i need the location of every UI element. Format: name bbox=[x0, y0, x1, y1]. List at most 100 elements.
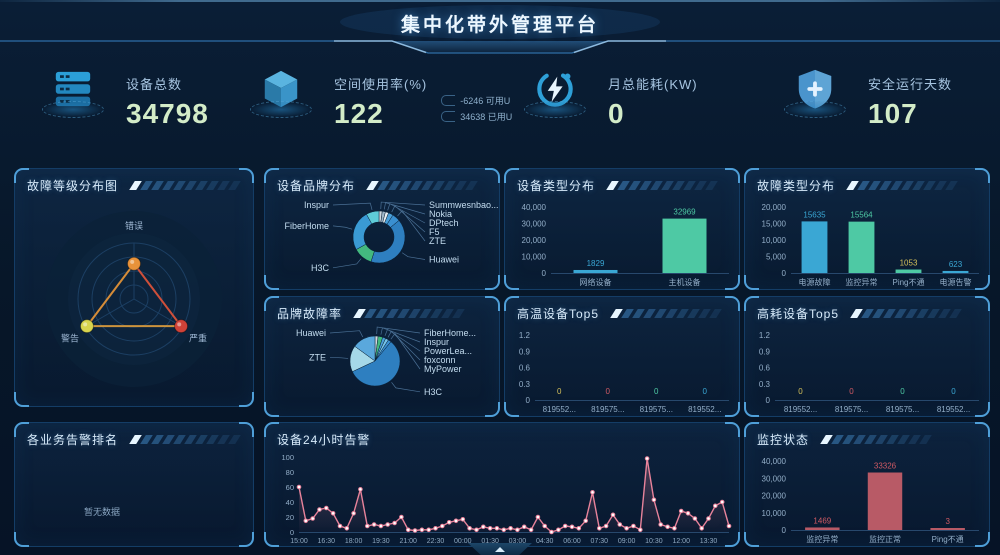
svg-text:0.3: 0.3 bbox=[519, 380, 531, 389]
energy-icon bbox=[520, 68, 590, 118]
stripes-decoration bbox=[353, 308, 487, 318]
svg-text:网络设备: 网络设备 bbox=[580, 277, 612, 287]
svg-text:foxconn: foxconn bbox=[424, 355, 456, 365]
svg-text:0: 0 bbox=[542, 269, 547, 278]
bracket-icon bbox=[441, 95, 456, 106]
svg-text:100: 100 bbox=[281, 453, 294, 462]
svg-text:09:00: 09:00 bbox=[618, 538, 636, 545]
svg-text:18:00: 18:00 bbox=[345, 538, 363, 545]
svg-text:15564: 15564 bbox=[850, 211, 873, 220]
svg-text:04:30: 04:30 bbox=[536, 538, 554, 545]
panel-fault-level: 故障等级分布图 错误 警告 严重 bbox=[14, 168, 254, 407]
brand-distribution-donut-chart: Summwesnbao... Nokia DPtech F5 ZTE Huawei H3C F… bbox=[265, 195, 499, 289]
svg-text:0: 0 bbox=[703, 387, 708, 396]
svg-text:03:00: 03:00 bbox=[509, 538, 527, 545]
svg-text:0: 0 bbox=[900, 387, 905, 396]
svg-text:20,000: 20,000 bbox=[762, 492, 787, 501]
svg-text:0: 0 bbox=[606, 387, 611, 396]
svg-text:623: 623 bbox=[949, 260, 963, 269]
svg-text:819575...: 819575... bbox=[835, 405, 868, 414]
svg-text:0.9: 0.9 bbox=[759, 347, 771, 356]
svg-text:06:00: 06:00 bbox=[563, 538, 581, 545]
svg-text:10,000: 10,000 bbox=[762, 509, 787, 518]
panel-title: 高耗设备Top5 bbox=[757, 306, 840, 321]
stripes-decoration bbox=[850, 308, 977, 318]
svg-text:15,000: 15,000 bbox=[762, 220, 787, 229]
svg-text:Ping不通: Ping不通 bbox=[932, 534, 964, 544]
svg-text:30,000: 30,000 bbox=[522, 220, 547, 229]
svg-text:ZTE: ZTE bbox=[429, 236, 446, 246]
svg-text:监控异常: 监控异常 bbox=[846, 277, 878, 287]
panel-device-type: 设备类型分布 0 10,000 20,000 30,000 40,000 1829 网络设备… bbox=[504, 168, 740, 290]
panel-title: 设备品牌分布 bbox=[277, 178, 356, 193]
svg-text:10:30: 10:30 bbox=[645, 538, 663, 545]
svg-text:MyPower: MyPower bbox=[424, 364, 462, 374]
svg-text:40,000: 40,000 bbox=[762, 457, 787, 466]
svg-text:电源告警: 电源告警 bbox=[940, 277, 972, 287]
svg-text:819552...: 819552... bbox=[784, 405, 817, 414]
kpi-value: 107 bbox=[868, 98, 918, 129]
svg-text:819552...: 819552... bbox=[937, 405, 970, 414]
svg-text:819552...: 819552... bbox=[543, 405, 576, 414]
svg-text:FiberHome...: FiberHome... bbox=[424, 328, 476, 338]
svg-text:00:00: 00:00 bbox=[454, 538, 472, 545]
page-title: 集中化带外管理平台 bbox=[400, 15, 599, 36]
svg-text:1.2: 1.2 bbox=[519, 331, 531, 340]
stripes-decoration bbox=[606, 180, 727, 190]
panel-title: 各业务告警排名 bbox=[27, 432, 119, 447]
panel-brand-distribution: 设备品牌分布 Summwesnbao... Nokia DPtech F5 ZTE Hua… bbox=[264, 168, 500, 290]
monitor-status-bar-chart: 0 10,000 20,000 30,000 40,000 1469 监控异常 33326 监控… bbox=[745, 449, 989, 546]
stripes-decoration bbox=[129, 180, 241, 190]
stripes-decoration bbox=[820, 434, 977, 444]
expand-toggle[interactable] bbox=[468, 543, 532, 555]
panel-title: 品牌故障率 bbox=[277, 306, 343, 321]
svg-text:警告: 警告 bbox=[61, 333, 79, 344]
svg-text:15:00: 15:00 bbox=[290, 538, 308, 545]
panel-brand-fault-rate: 品牌故障率 FiberHome... Inspur PowerLea... foxco… bbox=[264, 296, 500, 417]
used-u-text: 34638 已用U bbox=[460, 112, 513, 122]
panel-high-temp-top5: 高温设备Top5 0 0.3 0.6 0.9 1.2 0 819552... 0 819575.… bbox=[504, 296, 740, 417]
svg-text:监控异常: 监控异常 bbox=[806, 534, 838, 544]
svg-text:5,000: 5,000 bbox=[766, 253, 787, 262]
no-data-text: 暂无数据 bbox=[84, 507, 121, 517]
brand-fault-rate-pie-chart: FiberHome... Inspur PowerLea... foxconn MyPo… bbox=[265, 323, 499, 416]
device-type-bar-chart: 0 10,000 20,000 30,000 40,000 1829 网络设备 32969 主机… bbox=[505, 195, 739, 289]
kpi-label: 设备总数 bbox=[126, 77, 183, 92]
svg-text:0: 0 bbox=[290, 528, 294, 537]
panel-24h-alarm: 设备24小时告警 0 20 40 60 80 100 15:00 16:30 18:00 19:3… bbox=[264, 422, 740, 547]
kpi-space-usage: 空间使用率(%) 122 -6246 可用U 34638 已用U bbox=[246, 68, 512, 128]
svg-text:DPtech: DPtech bbox=[429, 218, 459, 228]
svg-text:H3C: H3C bbox=[311, 263, 330, 273]
kpi-monthly-energy: 月总能耗(KW) 0 bbox=[520, 68, 698, 128]
stripes-decoration bbox=[366, 180, 487, 190]
kpi-safe-days: 安全运行天数 107 bbox=[780, 68, 952, 128]
svg-text:0.6: 0.6 bbox=[519, 364, 531, 373]
svg-text:0: 0 bbox=[782, 526, 787, 535]
svg-text:Summwesnbao...: Summwesnbao... bbox=[429, 200, 499, 210]
cube-icon bbox=[246, 68, 316, 118]
svg-text:0: 0 bbox=[654, 387, 659, 396]
svg-text:3: 3 bbox=[945, 517, 950, 526]
shield-icon bbox=[780, 68, 850, 118]
svg-text:主机设备: 主机设备 bbox=[669, 277, 701, 287]
svg-text:13:30: 13:30 bbox=[700, 538, 718, 545]
svg-text:07:30: 07:30 bbox=[591, 538, 609, 545]
svg-text:10,000: 10,000 bbox=[522, 253, 547, 262]
panel-title: 高温设备Top5 bbox=[517, 306, 600, 321]
svg-text:F5: F5 bbox=[429, 227, 440, 237]
svg-text:80: 80 bbox=[286, 468, 294, 477]
stripes-decoration bbox=[129, 434, 241, 444]
fault-type-bar-chart: 0 5,000 10,000 15,000 20,000 15635 电源故障 15564 监控… bbox=[745, 195, 989, 289]
high-power-top5-bar-chart: 0 0.3 0.6 0.9 1.2 0 819552... 0 819575... 0 819575… bbox=[745, 323, 989, 416]
icon-platform bbox=[524, 101, 586, 118]
svg-text:20,000: 20,000 bbox=[522, 236, 547, 245]
svg-text:FiberHome: FiberHome bbox=[284, 221, 329, 231]
svg-text:15635: 15635 bbox=[803, 210, 826, 219]
svg-text:819575...: 819575... bbox=[591, 405, 624, 414]
svg-text:01:30: 01:30 bbox=[481, 538, 499, 545]
svg-text:Huawei: Huawei bbox=[296, 328, 326, 338]
svg-text:监控正常: 监控正常 bbox=[869, 534, 901, 544]
icon-platform bbox=[784, 101, 846, 118]
icon-platform bbox=[42, 101, 104, 118]
panel-title: 设备24小时告警 bbox=[277, 432, 371, 447]
